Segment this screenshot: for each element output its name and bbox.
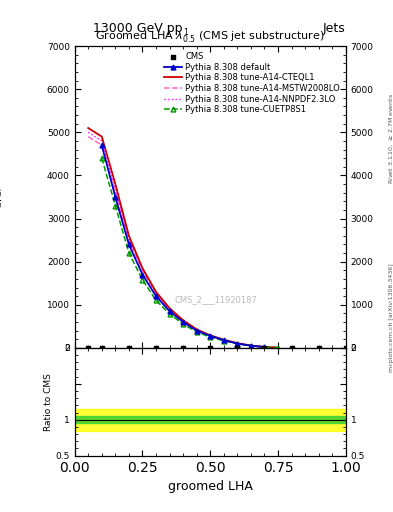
Pythia 8.308 tune-A14-CTEQL1 (154, 289, 158, 295)
Pythia 8.308 tune-A14-NNPDF2.3LO (262, 344, 267, 350)
Pythia 8.308 tune-A14-NNPDF2.3LO (181, 317, 185, 324)
Pythia 8.308 tune-A14-MSTW2008LO (113, 189, 118, 196)
Pythia 8.308 tune-A14-MSTW2008LO (154, 290, 158, 296)
Pythia 8.308 default (113, 194, 118, 200)
Pythia 8.308 tune-A14-CTEQL1 (127, 233, 131, 239)
Pythia 8.308 tune-A14-CTEQL1 (181, 317, 185, 324)
CMS (234, 344, 241, 352)
Pythia 8.308 tune-A14-MSTW2008LO (86, 134, 90, 140)
Pythia 8.308 tune-A14-CTEQL1 (222, 336, 226, 343)
Pythia 8.308 tune-A14-MSTW2008LO (262, 344, 267, 350)
Pythia 8.308 tune-A14-NNPDF2.3LO (154, 290, 158, 296)
Pythia 8.308 tune-A14-NNPDF2.3LO (208, 332, 213, 338)
Pythia 8.308 tune-A14-CTEQL1 (249, 343, 253, 349)
Pythia 8.308 default (235, 340, 240, 347)
Pythia 8.308 tune-CUETP8S1 (127, 250, 131, 256)
Y-axis label: Ratio to CMS: Ratio to CMS (44, 373, 53, 431)
Text: Jets: Jets (323, 22, 346, 35)
Pythia 8.308 tune-A14-MSTW2008LO (195, 327, 199, 333)
Pythia 8.308 tune-A14-NNPDF2.3LO (235, 340, 240, 346)
Pythia 8.308 tune-A14-NNPDF2.3LO (127, 235, 131, 241)
CMS (85, 344, 91, 352)
Pythia 8.308 tune-A14-CTEQL1 (208, 332, 213, 338)
Pythia 8.308 tune-CUETP8S1 (195, 329, 199, 335)
Pythia 8.308 default (195, 328, 199, 334)
Line: Pythia 8.308 tune-CUETP8S1: Pythia 8.308 tune-CUETP8S1 (99, 156, 281, 350)
Pythia 8.308 default (249, 343, 253, 349)
Pythia 8.308 tune-CUETP8S1 (222, 338, 226, 344)
Pythia 8.308 default (154, 293, 158, 299)
Pythia 8.308 tune-A14-NNPDF2.3LO (249, 343, 253, 349)
Pythia 8.308 default (99, 142, 104, 148)
Pythia 8.308 tune-A14-CTEQL1 (113, 181, 118, 187)
Pythia 8.308 tune-A14-NNPDF2.3LO (195, 327, 199, 333)
CMS (343, 344, 349, 352)
Pythia 8.308 default (208, 333, 213, 339)
Pythia 8.308 tune-A14-MSTW2008LO (249, 343, 253, 349)
Pythia 8.308 tune-CUETP8S1 (275, 345, 280, 351)
Pythia 8.308 default (127, 241, 131, 247)
Pythia 8.308 tune-A14-NNPDF2.3LO (275, 345, 280, 351)
Pythia 8.308 tune-CUETP8S1 (262, 344, 267, 350)
Pythia 8.308 tune-CUETP8S1 (181, 321, 185, 327)
X-axis label: groomed LHA: groomed LHA (168, 480, 253, 493)
Pythia 8.308 tune-A14-CTEQL1 (86, 125, 90, 131)
Pythia 8.308 tune-A14-NNPDF2.3LO (140, 266, 145, 272)
Pythia 8.308 default (222, 337, 226, 343)
Pythia 8.308 tune-CUETP8S1 (235, 340, 240, 347)
Pythia 8.308 tune-CUETP8S1 (249, 343, 253, 349)
Pythia 8.308 tune-A14-NNPDF2.3LO (99, 138, 104, 144)
Pythia 8.308 tune-CUETP8S1 (167, 311, 172, 317)
Pythia 8.308 tune-A14-NNPDF2.3LO (167, 306, 172, 312)
Pythia 8.308 tune-A14-MSTW2008LO (208, 333, 213, 339)
Line: Pythia 8.308 tune-A14-NNPDF2.3LO: Pythia 8.308 tune-A14-NNPDF2.3LO (88, 132, 278, 348)
Pythia 8.308 default (181, 319, 185, 325)
Pythia 8.308 tune-A14-CTEQL1 (262, 344, 267, 350)
CMS (288, 344, 295, 352)
Pythia 8.308 tune-A14-CTEQL1 (167, 305, 172, 311)
Pythia 8.308 default (262, 344, 267, 350)
Pythia 8.308 tune-CUETP8S1 (99, 155, 104, 161)
Line: Pythia 8.308 default: Pythia 8.308 default (99, 143, 267, 350)
Pythia 8.308 tune-A14-MSTW2008LO (127, 237, 131, 243)
Pythia 8.308 default (140, 271, 145, 278)
Pythia 8.308 tune-A14-MSTW2008LO (181, 318, 185, 324)
CMS (207, 344, 213, 352)
Pythia 8.308 tune-CUETP8S1 (154, 297, 158, 304)
CMS (180, 344, 186, 352)
Pythia 8.308 tune-A14-MSTW2008LO (235, 340, 240, 347)
Line: Pythia 8.308 tune-A14-MSTW2008LO: Pythia 8.308 tune-A14-MSTW2008LO (88, 137, 278, 348)
Pythia 8.308 tune-CUETP8S1 (208, 334, 213, 340)
Text: mcplots.cern.ch [arXiv:1306.3436]: mcplots.cern.ch [arXiv:1306.3436] (389, 263, 393, 372)
Pythia 8.308 tune-A14-CTEQL1 (195, 326, 199, 332)
Pythia 8.308 tune-A14-MSTW2008LO (167, 307, 172, 313)
Pythia 8.308 tune-A14-MSTW2008LO (222, 337, 226, 343)
Text: Rivet 3.1.10, $\geq$ 2.7M events: Rivet 3.1.10, $\geq$ 2.7M events (387, 93, 393, 184)
Y-axis label: $\frac{1}{\mathrm{d}N}\frac{\mathrm{d}N}{\mathrm{d}\lambda}$: $\frac{1}{\mathrm{d}N}\frac{\mathrm{d}N}… (0, 186, 5, 208)
Line: Pythia 8.308 tune-A14-CTEQL1: Pythia 8.308 tune-A14-CTEQL1 (88, 128, 278, 348)
Pythia 8.308 tune-A14-CTEQL1 (99, 134, 104, 140)
Legend: CMS, Pythia 8.308 default, Pythia 8.308 tune-A14-CTEQL1, Pythia 8.308 tune-A14-M: CMS, Pythia 8.308 default, Pythia 8.308 … (162, 50, 342, 116)
Title: Groomed LHA $\lambda^{1}_{0.5}$ (CMS jet substructure): Groomed LHA $\lambda^{1}_{0.5}$ (CMS jet… (95, 27, 325, 46)
Pythia 8.308 tune-CUETP8S1 (140, 276, 145, 283)
Pythia 8.308 tune-A14-MSTW2008LO (99, 142, 104, 148)
Pythia 8.308 default (167, 308, 172, 314)
CMS (99, 344, 105, 352)
CMS (316, 344, 322, 352)
CMS (126, 344, 132, 352)
Pythia 8.308 tune-A14-MSTW2008LO (140, 267, 145, 273)
Pythia 8.308 tune-A14-NNPDF2.3LO (113, 185, 118, 191)
Pythia 8.308 tune-A14-CTEQL1 (275, 345, 280, 351)
Pythia 8.308 tune-A14-MSTW2008LO (275, 345, 280, 351)
Text: CMS_2___11920187: CMS_2___11920187 (174, 295, 257, 305)
Pythia 8.308 tune-A14-NNPDF2.3LO (222, 337, 226, 343)
Pythia 8.308 tune-A14-CTEQL1 (140, 265, 145, 271)
Pythia 8.308 tune-A14-NNPDF2.3LO (86, 129, 90, 135)
CMS (153, 344, 159, 352)
Pythia 8.308 tune-CUETP8S1 (113, 203, 118, 209)
Text: 13000 GeV pp: 13000 GeV pp (93, 22, 182, 35)
Pythia 8.308 tune-A14-CTEQL1 (235, 340, 240, 346)
CMS (261, 344, 268, 352)
